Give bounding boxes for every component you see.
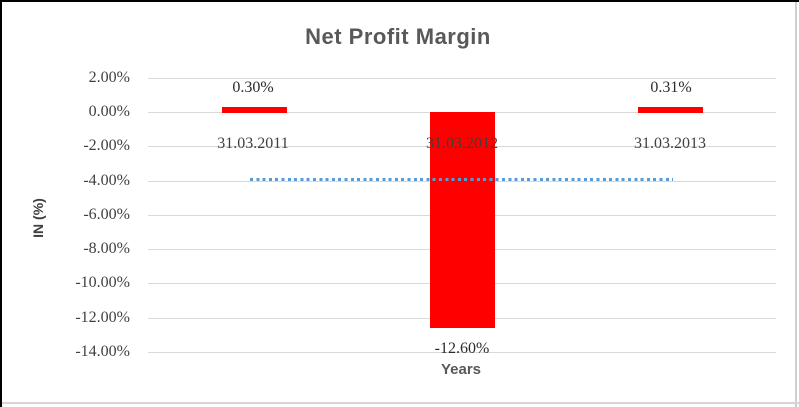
chart-frame-border-bottom bbox=[0, 402, 799, 404]
y-tick-label: -10.00% bbox=[75, 274, 130, 291]
y-tick-label: 0.00% bbox=[88, 103, 130, 120]
data-label-2012: -12.60% bbox=[434, 340, 490, 357]
y-tick-label: -6.00% bbox=[83, 206, 130, 223]
data-label-2013: 0.31% bbox=[650, 79, 692, 96]
bar-2011 bbox=[222, 107, 287, 113]
page-border-top bbox=[0, 0, 799, 2]
page-border-left bbox=[0, 0, 2, 407]
data-label-2011: 0.30% bbox=[232, 79, 274, 96]
chart-frame-border-right bbox=[795, 0, 797, 407]
reference-dotted-line bbox=[250, 178, 673, 181]
y-tick-label: 2.00% bbox=[88, 69, 130, 86]
bar-2012 bbox=[430, 112, 495, 328]
y-tick-label: -4.00% bbox=[83, 172, 130, 189]
gridline bbox=[148, 352, 776, 353]
y-tick-label: -12.00% bbox=[75, 309, 130, 326]
bar-2013 bbox=[638, 107, 703, 113]
x-category-label: 31.03.2012 bbox=[426, 135, 498, 152]
gridline bbox=[148, 78, 776, 79]
x-category-label: 31.03.2011 bbox=[217, 135, 289, 152]
x-axis-title: Years bbox=[440, 361, 482, 378]
chart-title: Net Profit Margin bbox=[305, 24, 491, 49]
y-tick-label: -14.00% bbox=[75, 343, 130, 360]
y-tick-label: -8.00% bbox=[83, 240, 130, 257]
y-axis-title: IN (%) bbox=[30, 198, 46, 238]
y-tick-label: -2.00% bbox=[83, 137, 130, 154]
x-category-label: 31.03.2013 bbox=[634, 135, 706, 152]
